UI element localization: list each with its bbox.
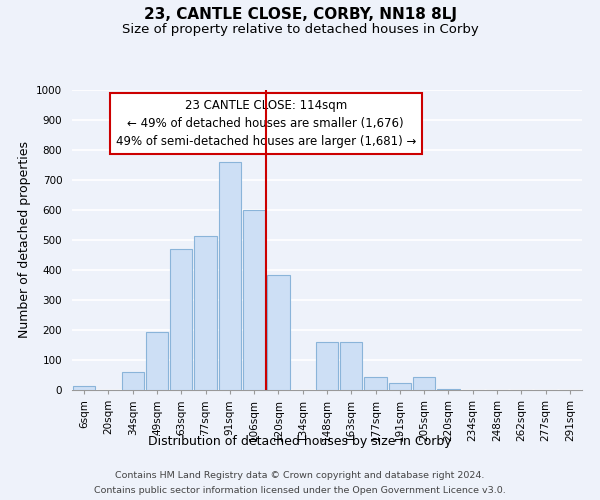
- Text: Distribution of detached houses by size in Corby: Distribution of detached houses by size …: [148, 435, 452, 448]
- Bar: [122, 372, 144, 390]
- Text: Contains HM Land Registry data © Crown copyright and database right 2024.: Contains HM Land Registry data © Crown c…: [115, 471, 485, 480]
- Text: 23, CANTLE CLOSE, CORBY, NN18 8LJ: 23, CANTLE CLOSE, CORBY, NN18 8LJ: [143, 8, 457, 22]
- Bar: [413, 376, 436, 390]
- Bar: [146, 332, 168, 390]
- Y-axis label: Number of detached properties: Number of detached properties: [17, 142, 31, 338]
- Bar: [316, 342, 338, 390]
- Bar: [267, 274, 290, 390]
- Bar: [218, 162, 241, 390]
- Text: 23 CANTLE CLOSE: 114sqm
← 49% of detached houses are smaller (1,676)
49% of semi: 23 CANTLE CLOSE: 114sqm ← 49% of detache…: [116, 99, 416, 148]
- Bar: [170, 249, 193, 390]
- Bar: [243, 210, 265, 390]
- Bar: [340, 342, 362, 390]
- Bar: [73, 386, 95, 390]
- Text: Size of property relative to detached houses in Corby: Size of property relative to detached ho…: [122, 22, 478, 36]
- Bar: [364, 378, 387, 390]
- Bar: [437, 389, 460, 390]
- Text: Contains public sector information licensed under the Open Government Licence v3: Contains public sector information licen…: [94, 486, 506, 495]
- Bar: [194, 236, 217, 390]
- Bar: [389, 382, 411, 390]
